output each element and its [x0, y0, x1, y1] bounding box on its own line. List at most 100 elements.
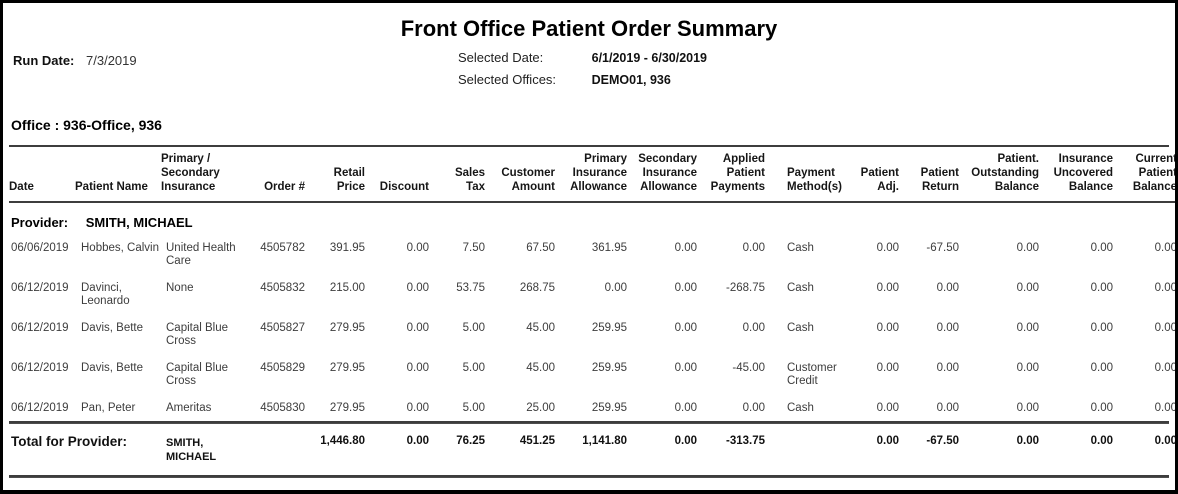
cell-patient-outstanding-balance: 0.00: [1016, 401, 1039, 414]
cell-order-number: 4505832: [260, 281, 305, 294]
total-label: Total for Provider:: [11, 434, 128, 449]
cell-patient-outstanding-balance: 0.00: [1016, 281, 1039, 294]
column-header-patient-outstanding-balance: Patient. Outstanding Balance: [961, 147, 1041, 203]
cell-patient-outstanding-balance: 0.00: [1016, 241, 1039, 254]
cell-patient-adj: 0.00: [876, 321, 899, 334]
cell-patient-name: Hobbes, Calvin: [81, 241, 159, 254]
cell-secondary-insurance-allowance: 0.00: [674, 281, 697, 294]
run-date-label: Run Date:: [13, 53, 75, 68]
selected-date-label: Selected Date:: [458, 50, 544, 65]
report-bottom-rule: [9, 475, 1169, 478]
cell-primary-insurance-allowance: 259.95: [591, 361, 627, 374]
cell-order-number: 4505827: [260, 321, 305, 334]
cell-discount: 0.00: [406, 241, 429, 254]
cell-payment-method: Customer Credit: [787, 361, 837, 388]
cell-secondary-insurance-allowance: 0.00: [674, 361, 697, 374]
cell-order-number: 4505782: [260, 241, 305, 254]
total-patient-adj: 0.00: [876, 435, 900, 447]
cell-patient-return: 0.00: [936, 321, 959, 334]
office-heading: Office : 936-Office, 936: [11, 117, 162, 133]
cell-primary-insurance-allowance: 259.95: [591, 401, 627, 414]
cell-date: 06/12/2019: [11, 361, 69, 374]
cell-retail-price: 279.95: [329, 321, 365, 334]
cell-patient-return: 0.00: [936, 281, 959, 294]
cell-patient-adj: 0.00: [876, 241, 899, 254]
column-header-primary-insurance-allowance: Primary Insurance Allowance: [557, 147, 629, 203]
cell-patient-name: Davinci, Leonardo: [81, 281, 130, 308]
cell-date: 06/06/2019: [11, 241, 69, 254]
report-title: Front Office Patient Order Summary: [400, 16, 778, 41]
cell-insurance-uncovered-balance: 0.00: [1090, 241, 1113, 254]
cell-retail-price: 279.95: [329, 361, 365, 374]
cell-payment-method: Cash: [787, 241, 814, 254]
cell-insurance: United Health Care: [166, 241, 236, 268]
cell-secondary-insurance-allowance: 0.00: [674, 241, 697, 254]
column-header-order-number: Order #: [253, 147, 307, 203]
cell-insurance: None: [166, 281, 194, 294]
cell-primary-insurance-allowance: 259.95: [591, 321, 627, 334]
cell-patient-outstanding-balance: 0.00: [1016, 321, 1039, 334]
provider-label: Provider:: [11, 215, 69, 230]
column-header-customer-amount: Customer Amount: [487, 147, 557, 203]
cell-patient-name: Davis, Bette: [81, 321, 143, 334]
column-header-date: Date: [9, 147, 75, 203]
cell-order-number: 4505830: [260, 401, 305, 414]
column-header-patient-adj: Patient Adj.: [845, 147, 901, 203]
cell-discount: 0.00: [406, 401, 429, 414]
cell-insurance-uncovered-balance: 0.00: [1090, 321, 1113, 334]
column-header-retail-price: Retail Price: [307, 147, 367, 203]
cell-patient-return: 0.00: [936, 361, 959, 374]
cell-patient-adj: 0.00: [876, 281, 899, 294]
column-header-patient-name: Patient Name: [75, 147, 161, 203]
cell-payment-method: Cash: [787, 281, 814, 294]
provider-row: Provider: SMITH, MICHAEL: [9, 202, 1175, 235]
cell-customer-amount: 67.50: [526, 241, 555, 254]
column-header-current-patient-balance: Current Patient Balance: [1115, 147, 1175, 203]
cell-patient-outstanding-balance: 0.00: [1016, 361, 1039, 374]
table-row: 06/12/2019 Pan, Peter Ameritas 4505830 2…: [9, 395, 1175, 422]
cell-retail-price: 279.95: [329, 401, 365, 414]
cell-secondary-insurance-allowance: 0.00: [674, 401, 697, 414]
provider-name: SMITH, MICHAEL: [85, 215, 193, 230]
cell-retail-price: 391.95: [329, 241, 365, 254]
column-header-patient-return: Patient Return: [901, 147, 961, 203]
total-payment-method: [767, 424, 845, 475]
orders-table-area: Date Patient Name Primary / Secondary In…: [9, 145, 1175, 478]
total-customer-amount: 451.25: [519, 435, 556, 447]
header-top-rule: [9, 145, 1169, 147]
column-header-secondary-insurance-allowance: Secondary Insurance Allowance: [629, 147, 699, 203]
cell-date: 06/12/2019: [11, 281, 69, 294]
cell-sales-tax: 5.00: [462, 361, 485, 374]
total-order-number: [253, 424, 307, 475]
cell-order-number: 4505829: [260, 361, 305, 374]
selected-date-value: 6/1/2019 - 6/30/2019: [591, 51, 707, 65]
cell-discount: 0.00: [406, 321, 429, 334]
selected-offices-value: DEMO01, 936: [591, 73, 671, 87]
cell-payment-method: Cash: [787, 321, 814, 334]
cell-patient-adj: 0.00: [876, 401, 899, 414]
cell-customer-amount: 25.00: [526, 401, 555, 414]
cell-applied-patient-payments: 0.00: [742, 321, 765, 334]
orders-table: Date Patient Name Primary / Secondary In…: [9, 147, 1177, 422]
cell-current-patient-balance: 0.00: [1154, 361, 1177, 374]
column-header-sales-tax: Sales Tax: [431, 147, 487, 203]
column-header-insurance: Primary / Secondary Insurance: [161, 147, 253, 203]
column-header-payment-methods: Payment Method(s): [767, 147, 845, 203]
cell-sales-tax: 53.75: [456, 281, 485, 294]
cell-sales-tax: 7.50: [462, 241, 485, 254]
column-header-insurance-uncovered-balance: Insurance Uncovered Balance: [1041, 147, 1115, 203]
cell-payment-method: Cash: [787, 401, 814, 414]
cell-customer-amount: 268.75: [519, 281, 555, 294]
provider-total-table: Total for Provider: SMITH, MICHAEL 1,446…: [9, 424, 1178, 475]
total-secondary-insurance-allowance: 0.00: [674, 435, 698, 447]
table-row: 06/12/2019 Davis, Bette Capital Blue Cro…: [9, 355, 1177, 395]
report-meta: Run Date: 7/3/2019 Selected Date: 6/1/20…: [3, 45, 1175, 107]
total-current-patient-balance: 0.00: [1154, 435, 1178, 447]
table-row: 06/12/2019 Davinci, Leonardo None 450583…: [9, 275, 1175, 315]
cell-patient-name: Davis, Bette: [81, 361, 143, 374]
total-patient-return: -67.50: [926, 435, 960, 447]
cell-sales-tax: 5.00: [462, 401, 485, 414]
cell-insurance: Ameritas: [166, 401, 212, 414]
column-header-discount: Discount: [367, 147, 431, 203]
